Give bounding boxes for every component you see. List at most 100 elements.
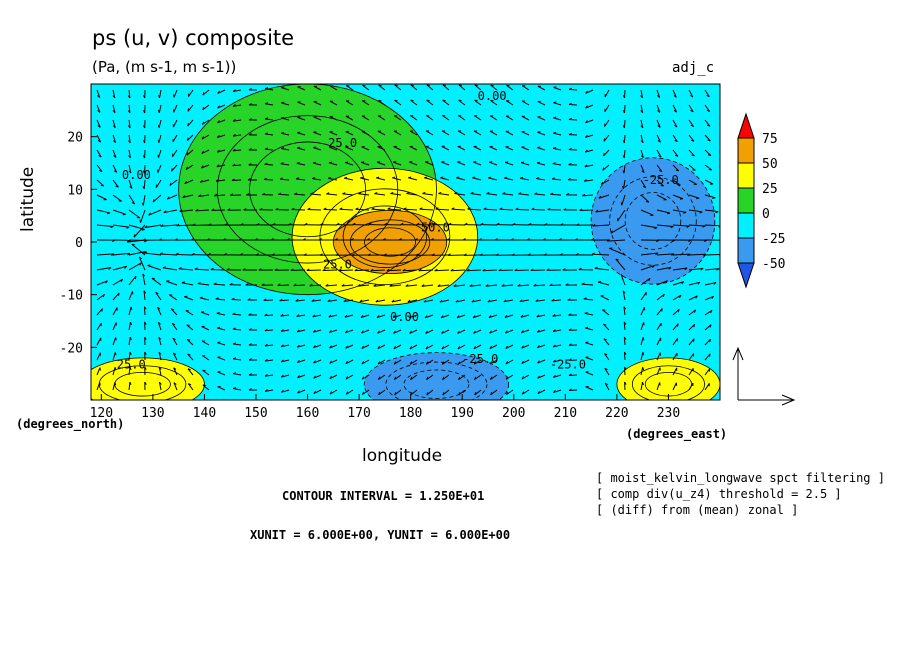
wind-vector <box>157 164 162 173</box>
wind-vector <box>604 89 610 98</box>
wind-vector-head <box>710 310 713 314</box>
wind-vector-head <box>551 177 556 180</box>
wind-vector-head <box>217 326 221 329</box>
wind-vector <box>537 147 546 151</box>
wind-vector <box>201 149 210 155</box>
colorbar-label: -25 <box>762 232 785 247</box>
wind-vector <box>158 149 162 158</box>
wind-vector-head <box>521 360 524 364</box>
wind-vector-head <box>511 253 515 256</box>
wind-vector-head <box>425 346 429 350</box>
wind-vector-head <box>387 207 391 210</box>
wind-vector <box>187 119 194 127</box>
wind-vector <box>313 147 322 151</box>
wind-vector <box>329 146 338 151</box>
colorbar-label: 25 <box>762 182 778 197</box>
wind-vector-head <box>520 161 525 164</box>
wind-vector <box>295 299 306 302</box>
wind-vector <box>656 280 668 286</box>
wind-vector <box>640 104 644 113</box>
wind-vector-head <box>107 212 111 215</box>
wind-vector <box>200 311 210 316</box>
wind-vector-head <box>690 139 695 142</box>
wind-vector <box>313 101 322 106</box>
wind-vector <box>162 267 178 271</box>
wind-vector-head <box>214 193 218 197</box>
wind-vector-head <box>553 390 556 393</box>
wind-vector <box>280 329 290 332</box>
wind-vector-head <box>498 268 502 272</box>
wind-vector <box>345 115 354 121</box>
wind-vector <box>505 146 514 151</box>
wind-vector <box>294 193 306 196</box>
wind-vector-head <box>584 312 588 314</box>
wind-vector-head <box>208 223 212 226</box>
wind-vector-head <box>642 367 645 371</box>
wind-vector <box>583 298 594 301</box>
wind-vector-head <box>302 238 306 241</box>
wind-vector-head <box>329 360 332 364</box>
wind-vector <box>264 163 274 166</box>
wind-vector <box>617 209 626 222</box>
wind-vector <box>585 149 594 153</box>
wind-vector <box>96 308 103 316</box>
wind-vector-head <box>568 343 572 346</box>
wind-vector <box>280 163 290 166</box>
wind-vector <box>640 367 644 376</box>
wind-vector <box>623 306 626 316</box>
wind-vector-head <box>495 253 499 256</box>
wind-vector <box>437 284 450 287</box>
wind-vector-head <box>112 110 116 114</box>
wind-vector-head <box>383 253 387 256</box>
wind-vector-head <box>623 321 627 325</box>
wind-vector <box>96 367 101 376</box>
wind-vector-head <box>657 110 661 113</box>
wind-vector <box>96 89 101 98</box>
wind-vector-head <box>377 361 381 365</box>
wind-vector <box>360 177 370 181</box>
wind-vector <box>96 322 102 331</box>
wind-vector <box>425 344 434 350</box>
wind-vector-head <box>198 194 202 197</box>
wind-vector-head <box>642 337 645 341</box>
wind-vector-head <box>110 225 114 229</box>
wind-vector-head <box>503 299 507 303</box>
wind-vector <box>424 314 434 319</box>
wind-vector-head <box>182 195 186 198</box>
wind-vector <box>502 193 514 196</box>
wind-vector-head <box>172 322 176 326</box>
wind-vector-head <box>157 124 160 128</box>
wind-vector <box>112 89 116 98</box>
wind-vector <box>155 292 162 301</box>
wind-vector-head <box>281 116 285 119</box>
wind-vector <box>473 344 482 350</box>
wind-vector-head <box>658 154 662 158</box>
x-tick-label: 210 <box>554 406 577 421</box>
wind-vector-head <box>248 313 252 316</box>
wind-vector <box>451 208 466 211</box>
wind-vector-head <box>546 268 550 271</box>
contour-line <box>590 157 716 285</box>
wind-vector <box>128 275 137 286</box>
wind-vector <box>704 353 711 361</box>
wind-vector <box>329 329 338 334</box>
wind-vector <box>96 134 102 143</box>
wind-vector-head <box>440 315 444 319</box>
wind-vector-head <box>248 343 252 346</box>
wind-vector <box>297 101 306 106</box>
wind-vector <box>159 253 178 256</box>
wind-vector-head <box>202 106 205 111</box>
wind-vector-head <box>264 117 269 120</box>
wind-vector-head <box>328 161 333 164</box>
x-axis-label: longitude <box>362 446 443 466</box>
wind-vector-head <box>604 382 608 386</box>
wind-vector-head <box>457 346 461 350</box>
wind-vector-head <box>286 238 290 241</box>
wind-vector-head <box>126 239 130 243</box>
wind-vector-head <box>562 268 566 271</box>
wind-vector-head <box>157 139 160 143</box>
wind-vector <box>361 115 370 121</box>
wind-vector-head <box>142 125 146 129</box>
wind-vector <box>688 89 694 98</box>
wind-vector-head <box>620 202 623 206</box>
